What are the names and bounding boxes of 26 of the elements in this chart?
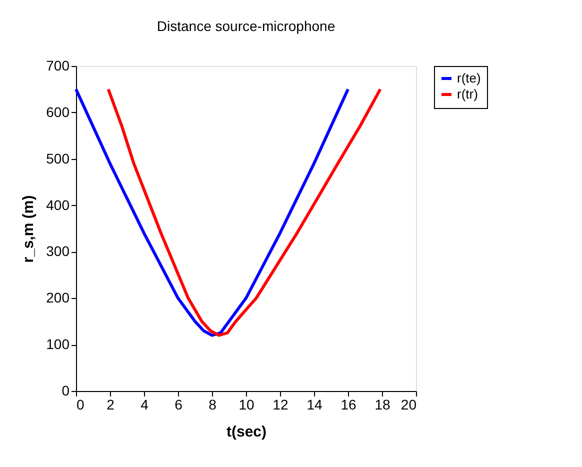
y-tick-label: 300 [46, 243, 70, 260]
line-series [74, 88, 350, 337]
x-tick-label: 18 [374, 396, 390, 412]
legend-label: r(te) [457, 70, 481, 86]
x-tick-label: 4 [140, 396, 149, 412]
x-tick-label: 12 [272, 396, 288, 412]
x-tick-label: 14 [306, 396, 322, 412]
y-tick-label: 600 [46, 104, 70, 120]
x-tick-label: 2 [106, 396, 115, 412]
x-axis-title: t(sec) [226, 424, 267, 440]
legend-label: r(tr) [457, 86, 478, 102]
x-tick-label: 8 [208, 396, 217, 412]
y-tick-label: 0 [62, 382, 70, 398]
y-tick-label: 400 [46, 196, 70, 213]
y-tick-label: 200 [46, 290, 70, 306]
x-tick-label: 20 [400, 396, 417, 412]
y-tick-label: 100 [46, 336, 70, 352]
chart-title: Distance source-microphone [156, 18, 336, 34]
x-tick-label: 6 [174, 396, 183, 412]
y-axis-title: r_s,m (m) [20, 195, 38, 263]
y-tick-label: 500 [46, 150, 70, 166]
line-series [106, 88, 382, 337]
x-tick-label: 0 [76, 396, 84, 412]
y-tick-label: 700 [46, 58, 70, 74]
x-tick-label: 10 [238, 396, 254, 412]
x-tick-label: 16 [340, 396, 356, 412]
